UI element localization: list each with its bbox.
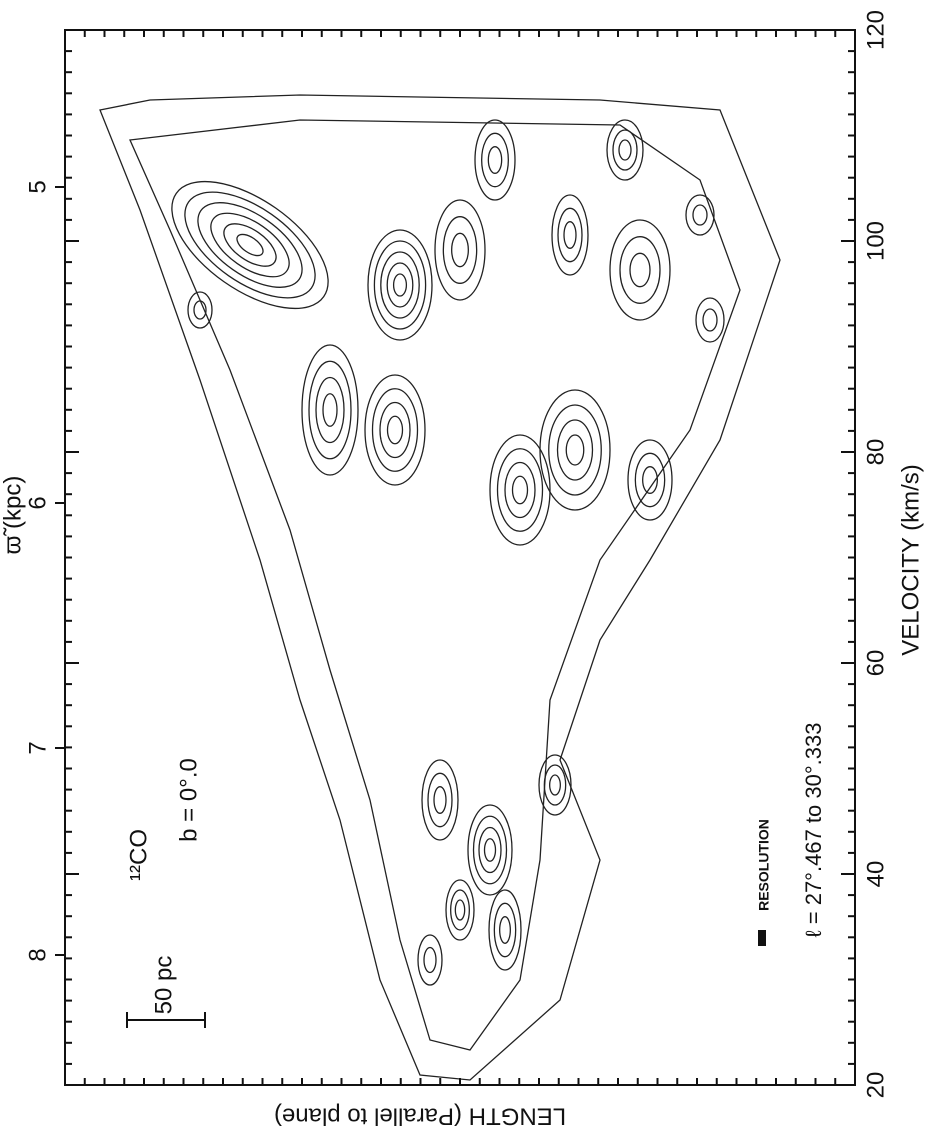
contour (504, 461, 536, 519)
x-tick-label: 8 (24, 948, 51, 961)
contour (434, 199, 486, 301)
contour (454, 899, 466, 921)
contour (538, 754, 572, 816)
contour (433, 786, 447, 814)
contour-envelope (129, 119, 741, 1051)
contour (171, 180, 329, 310)
contour (489, 434, 551, 546)
contour (308, 360, 352, 460)
contour (549, 774, 561, 796)
contour (315, 376, 345, 444)
annotation: b = 0°.0 (175, 758, 202, 842)
contour (609, 219, 671, 321)
contour (634, 452, 666, 508)
y-axis-label: VELOCITY (km/s) (897, 464, 924, 656)
contour (496, 448, 544, 532)
contour (392, 273, 408, 297)
y-tick-label: 120 (862, 10, 889, 50)
contour (423, 946, 437, 974)
contour (618, 139, 632, 161)
contour (210, 212, 290, 278)
contour (451, 232, 469, 268)
contour (184, 191, 316, 299)
y-tick-label: 100 (862, 221, 889, 261)
contour (556, 419, 594, 481)
contour (472, 815, 508, 885)
y-tick-label: 40 (862, 861, 889, 888)
contour (427, 772, 453, 828)
contour (539, 389, 611, 511)
x-tick-label: 5 (24, 180, 51, 193)
annotation: 50 pc (150, 956, 177, 1015)
contour (193, 300, 207, 320)
contour (223, 223, 277, 267)
contour (606, 119, 644, 181)
contour (493, 902, 517, 958)
contour (499, 916, 511, 944)
contour (483, 838, 497, 862)
contour (322, 393, 338, 427)
contour (467, 804, 513, 896)
contour-envelope (99, 94, 781, 1081)
contour (557, 207, 583, 263)
contour (379, 401, 411, 459)
contour (551, 194, 589, 276)
contour (421, 759, 459, 841)
contour (563, 221, 577, 249)
contour (442, 216, 478, 284)
x-tick-label: 6 (24, 496, 51, 509)
contour (371, 388, 419, 472)
annotation: ¹²CO (125, 829, 152, 881)
contour (695, 297, 725, 343)
contour (197, 202, 303, 288)
contour (702, 308, 718, 332)
contour (386, 415, 404, 445)
contour (474, 119, 516, 201)
resolution-mark (758, 930, 766, 946)
annotation: ℓ = 27°.467 to 30°.333 (801, 723, 826, 938)
contour (236, 233, 264, 257)
contour (386, 262, 414, 308)
contour (488, 889, 522, 971)
contour (380, 251, 420, 319)
contour (543, 764, 567, 806)
contour (445, 879, 475, 941)
contours (99, 94, 781, 1081)
contour (511, 475, 529, 505)
contour (612, 129, 638, 171)
contour (692, 204, 708, 226)
annotation: RESOLUTION (756, 819, 772, 911)
contour (367, 229, 433, 341)
x-tick-label: 7 (24, 741, 51, 754)
length-label: LENGTH (Parallel to plane) (274, 1103, 566, 1130)
contour (417, 934, 443, 986)
contour (685, 194, 715, 236)
y-tick-label: 20 (862, 1072, 889, 1099)
y-tick-label: 80 (862, 439, 889, 466)
contour (187, 291, 213, 329)
contour (373, 240, 427, 330)
y-tick-label: 60 (862, 650, 889, 677)
contour (450, 889, 470, 931)
plot-frame (64, 29, 856, 1086)
contour (301, 344, 359, 476)
contour (619, 236, 661, 304)
contour (478, 826, 502, 874)
contour (627, 439, 673, 521)
contour (565, 434, 585, 466)
contour (629, 252, 651, 288)
contour (487, 146, 503, 174)
contour (481, 132, 509, 188)
x-axis-label: ϖ̃ (kpc) (0, 476, 26, 555)
contour (548, 404, 602, 496)
contour (364, 374, 426, 486)
contour (642, 466, 658, 494)
